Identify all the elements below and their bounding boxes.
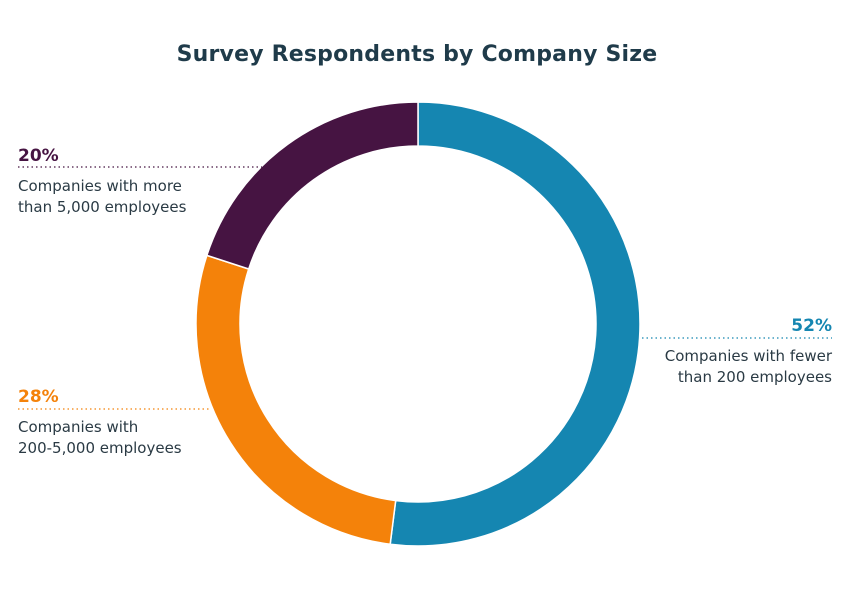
slice-desc-0-line2: than 200 employees [677, 368, 832, 386]
donut-slice-0 [389, 101, 641, 547]
slice-desc-0-line1: Companies with fewer [664, 347, 832, 365]
leader-lines [18, 166, 832, 410]
donut-slice-1 [195, 254, 397, 546]
slice-desc-1-line2: 200-5,000 employees [18, 439, 182, 457]
slice-desc-2-line1: Companies with more [18, 177, 182, 195]
donut-slice-2 [205, 101, 419, 270]
slice-percent-2: 20% [18, 146, 59, 166]
donut-slices [195, 101, 641, 547]
slice-label-2: 20% Companies with more than 5,000 emplo… [18, 146, 186, 218]
slice-percent-1: 28% [18, 387, 59, 407]
slice-desc-1-line1: Companies with [18, 418, 139, 436]
slice-percent-0: 52% [791, 316, 832, 336]
slice-label-0: 52% Companies with fewer than 200 employ… [665, 316, 832, 388]
slice-desc-2-line2: than 5,000 employees [18, 198, 187, 216]
chart-title: Survey Respondents by Company Size [176, 42, 658, 67]
slice-label-1: 28% Companies with 200-5,000 employees [18, 387, 182, 459]
